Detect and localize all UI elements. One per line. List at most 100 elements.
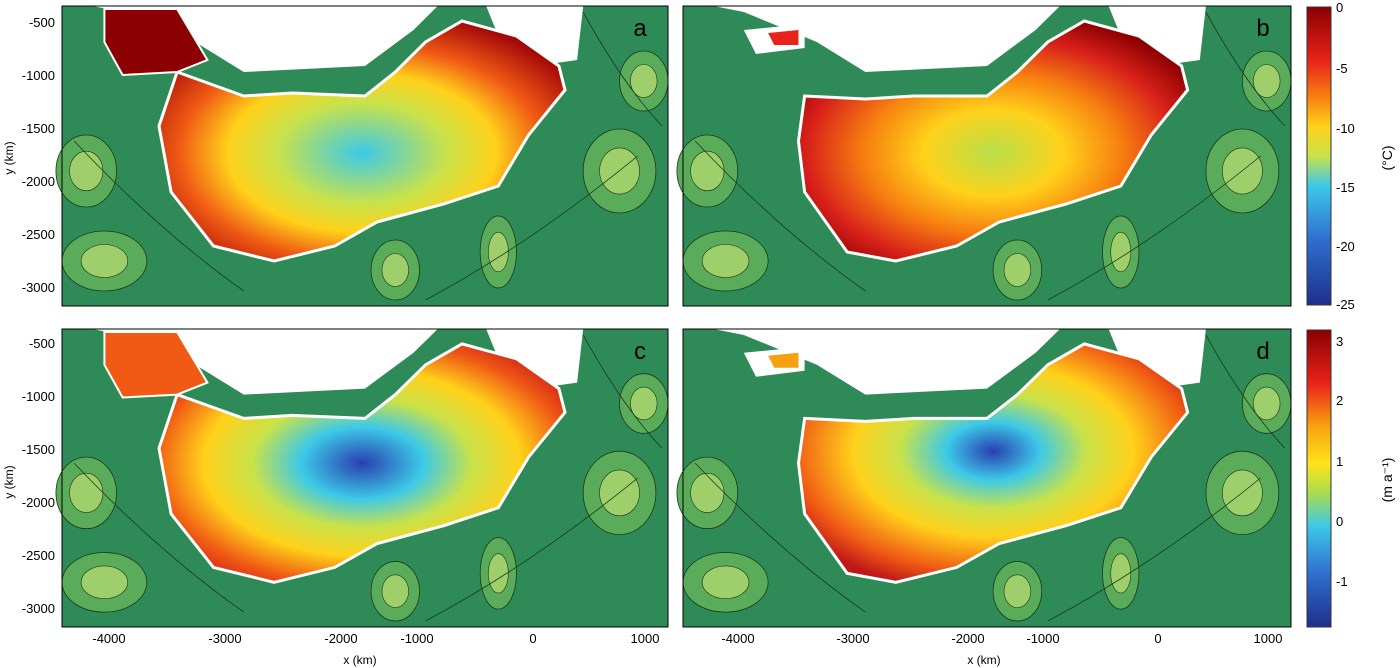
ice-cap-west bbox=[768, 352, 799, 368]
y-axis-top: -500 -1000 -1500 -2000 -2500 -3000 bbox=[22, 15, 55, 295]
colorbar-tick-label: -15 bbox=[1336, 180, 1355, 195]
colorbar-temperature-unit: (°C) bbox=[1379, 145, 1395, 170]
terrain-patch bbox=[701, 565, 750, 599]
terrain-patch bbox=[1003, 253, 1032, 287]
terrain-patch bbox=[1253, 64, 1281, 98]
panel-letter: c bbox=[634, 338, 646, 365]
y-tick-label: -1000 bbox=[22, 68, 55, 83]
terrain-patch bbox=[630, 64, 658, 98]
x-tick-label: 0 bbox=[529, 631, 536, 646]
panel-frame bbox=[61, 5, 669, 307]
contour-line bbox=[425, 155, 638, 301]
ice-sheet bbox=[796, 342, 1190, 584]
panel-frame bbox=[682, 328, 1292, 628]
ice-sheet bbox=[157, 19, 567, 263]
ocean-area bbox=[486, 6, 584, 66]
terrain-patch bbox=[690, 472, 725, 513]
terrain-patch bbox=[701, 244, 750, 278]
ocean-area bbox=[1108, 6, 1206, 66]
ice-cap-west bbox=[103, 8, 209, 77]
x-tick-label: 1000 bbox=[631, 631, 660, 646]
panel-letter: d bbox=[1256, 338, 1269, 365]
colorbar-tick-label: 1 bbox=[1336, 454, 1343, 469]
panel-frame bbox=[61, 328, 669, 628]
colorbar-tick-label: -5 bbox=[1336, 61, 1348, 76]
x-tick-label: -1000 bbox=[1026, 631, 1059, 646]
terrain-patch bbox=[630, 386, 658, 421]
terrain-patch bbox=[381, 574, 409, 608]
y-tick-label: -3000 bbox=[22, 601, 55, 616]
contour-line bbox=[1047, 155, 1261, 301]
colorbar-tick-label: -1 bbox=[1336, 574, 1348, 589]
contour-line bbox=[73, 140, 245, 292]
x-tick-label: -2000 bbox=[324, 631, 357, 646]
y-axis-label-top: y (km) bbox=[2, 141, 16, 174]
ocean-area bbox=[486, 329, 584, 389]
x-tick-label: -3000 bbox=[836, 631, 869, 646]
contour-line bbox=[1205, 11, 1286, 127]
map-panel-c: c bbox=[55, 328, 669, 628]
ice-cap-west bbox=[768, 30, 799, 45]
y-tick-label: -1500 bbox=[22, 121, 55, 136]
terrain-patch bbox=[488, 231, 509, 273]
x-axis-right: -4000 -3000 -2000 -1000 0 1000 bbox=[721, 631, 1282, 646]
contour-line bbox=[582, 11, 663, 127]
map-panel-a: a bbox=[55, 5, 669, 307]
terrain-patch bbox=[381, 253, 409, 287]
x-axis-left: -4000 -3000 -2000 -1000 0 1000 bbox=[92, 631, 659, 646]
y-tick-label: -1000 bbox=[22, 389, 55, 404]
terrain-patch bbox=[69, 472, 104, 513]
colorbar-tick-label: -25 bbox=[1336, 297, 1355, 312]
panel-letter: a bbox=[633, 15, 647, 42]
y-tick-label: -3000 bbox=[22, 280, 55, 295]
contour-line bbox=[694, 140, 866, 292]
colorbar-tick-label: 2 bbox=[1336, 393, 1343, 408]
terrain-patch bbox=[1003, 574, 1032, 608]
ocean-area bbox=[1108, 329, 1206, 389]
y-tick-label: -500 bbox=[29, 15, 55, 30]
y-tick-label: -2500 bbox=[22, 227, 55, 242]
terrain-patch bbox=[690, 150, 725, 192]
y-axis-label-bottom: y (km) bbox=[2, 465, 16, 498]
y-tick-label: -2000 bbox=[22, 495, 55, 510]
terrain-patch bbox=[1110, 553, 1132, 594]
contour-line bbox=[1205, 334, 1286, 449]
y-tick-label: -2500 bbox=[22, 548, 55, 563]
contour-line bbox=[73, 462, 245, 613]
ice-sheet bbox=[157, 342, 567, 584]
map-panel-b: b bbox=[676, 5, 1292, 307]
colorbar-tick-label: 0 bbox=[1336, 514, 1343, 529]
x-axis-label-right: x (km) bbox=[967, 653, 1000, 667]
x-tick-label: -2000 bbox=[951, 631, 984, 646]
terrain-patch bbox=[80, 565, 129, 599]
x-tick-label: 0 bbox=[1154, 631, 1161, 646]
colorbar-temperature-scale bbox=[1306, 6, 1332, 306]
terrain-patch bbox=[69, 150, 104, 192]
ocean-area bbox=[713, 329, 1060, 395]
terrain-patch bbox=[1110, 231, 1132, 273]
ice-sheet bbox=[796, 19, 1190, 263]
x-tick-label: 1000 bbox=[1254, 631, 1283, 646]
colorbar-accumulation: 3 2 1 0 -1 (m a⁻¹) bbox=[1306, 329, 1395, 628]
y-tick-label: -2000 bbox=[22, 174, 55, 189]
map-panel-d: d bbox=[676, 328, 1292, 628]
colorbar-temperature: 0 -5 -10 -15 -20 -25 (°C) bbox=[1306, 0, 1395, 312]
colorbar-accumulation-scale bbox=[1306, 329, 1332, 628]
colorbar-tick-label: 3 bbox=[1336, 334, 1343, 349]
terrain-patch bbox=[80, 244, 129, 278]
y-axis-bottom: -500 -1000 -1500 -2000 -2500 -3000 bbox=[22, 336, 55, 616]
ice-cap-west bbox=[103, 331, 209, 399]
x-tick-label: -1000 bbox=[400, 631, 433, 646]
contour-line bbox=[694, 462, 866, 613]
x-axis-label-left: x (km) bbox=[343, 653, 376, 667]
terrain-patch bbox=[1253, 386, 1281, 421]
contour-line bbox=[425, 477, 638, 622]
x-tick-label: -4000 bbox=[92, 631, 125, 646]
panel-frame bbox=[682, 5, 1292, 307]
panel-letter: b bbox=[1256, 15, 1269, 42]
ocean-area bbox=[713, 6, 1060, 72]
colorbar-tick-label: 0 bbox=[1336, 0, 1343, 15]
contour-line bbox=[582, 334, 663, 449]
colorbar-tick-label: -20 bbox=[1336, 239, 1355, 254]
